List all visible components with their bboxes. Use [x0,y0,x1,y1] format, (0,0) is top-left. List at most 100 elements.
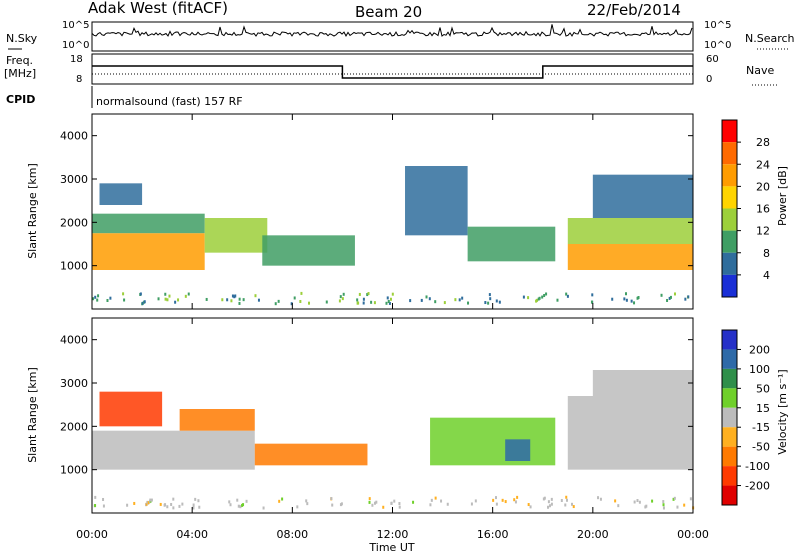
noise-pixel [389,297,392,301]
noise-pixel [393,499,396,503]
data-region-3 [254,443,368,466]
velocity-panel: 1000 2000 3000 4000 [60,317,695,514]
noise-pixel [96,298,99,302]
noise-pixel [293,296,296,300]
noise-pixel [205,297,208,301]
noise-pixel [669,295,672,299]
station-title: Adak West (fitACF) [88,0,228,17]
noise-pixel [375,500,378,504]
noise-pixel [281,497,284,501]
data-region-2 [99,183,143,205]
noise-pixel [172,506,175,510]
noise-pixel [194,497,197,501]
x-tick-label: 12:00 [377,528,409,541]
nsky-tick-bottom: 10^0 [62,40,89,51]
noise-pixel [308,301,311,305]
noise-pixel [572,505,575,509]
noise-pixel [545,292,548,296]
noise-pixel [149,498,152,502]
colorbar-tick-label: 4 [763,269,770,282]
noise-pixel [611,297,614,301]
noise-pixel [330,497,333,501]
colorbar-swatch [722,466,737,486]
noise-pixel [278,499,281,503]
noise-pixel [625,292,628,296]
y-tick-label: 1000 [60,464,88,477]
noise-pixel [614,499,617,503]
noise-pixel [362,301,365,305]
noise-pixel [630,299,633,303]
colorbar-tick-label: 100 [749,363,770,376]
noise-pixel [474,499,477,503]
noise-pixel [565,498,568,502]
nave-tick-top: 60 [706,54,719,65]
noise-pixel [633,301,636,305]
nsearch-label: N.Search [745,32,795,45]
noise-pixel [591,293,594,297]
noise-pixel [102,504,105,508]
noise-pixel [133,501,136,505]
noise-pixel [599,497,602,501]
noise-pixel [565,292,568,296]
noise-pixel [305,499,308,503]
noise-pixel [339,295,342,299]
power-ylabel: Slant Range [km] [26,163,39,259]
noise-pixel [92,297,95,301]
power-ground-noise [92,291,690,306]
y-tick-label: 2000 [60,216,88,229]
noise-pixel [358,292,361,296]
noise-pixel [143,300,146,304]
noise-pixel [672,497,675,501]
noise-pixel [123,298,126,302]
noise-pixel [254,294,257,298]
power-colorbar: 28 24 20 16 12 8 4 [721,119,770,298]
noise-pixel [498,300,501,304]
data-region-6 [567,396,693,470]
noise-pixel [683,503,686,507]
noise-pixel [443,301,446,305]
freq-label: Freq. [6,54,33,67]
freq-tick-top: 18 [70,54,83,65]
noise-pixel [277,299,280,303]
noise-pixel [541,295,544,299]
noise-pixel [94,504,97,508]
data-region-5 [405,166,468,236]
noise-pixel [529,505,532,509]
noise-pixel [668,296,671,300]
noise-pixel [197,499,200,503]
colorbar-swatch [722,446,737,467]
y-tick-label: 1000 [60,260,88,273]
colorbar-frame [721,329,738,506]
noise-pixel [387,300,390,304]
nave-label: Nave [746,64,774,77]
noise-pixel [412,500,415,504]
noise-pixel [597,496,600,500]
noise-pixel [192,506,195,510]
colorbar-tick-label: 28 [756,136,770,149]
freq-trace [92,65,693,79]
noise-pixel [342,292,345,296]
noise-pixel [645,504,648,508]
y-tick-label: 4000 [60,334,88,347]
noise-pixel [242,503,245,507]
nsky-trace [91,24,693,37]
colorbar-tick-label: -100 [745,460,770,473]
noise-pixel [494,496,497,500]
freq-panel-frame [91,53,694,85]
noise-pixel [296,505,299,509]
noise-pixel [467,301,470,305]
noise-pixel [398,502,401,506]
noise-pixel [673,292,676,296]
noise-pixel [489,297,492,301]
noise-pixel [429,503,432,507]
noise-pixel [325,300,328,304]
noise-pixel [420,298,423,302]
noise-pixel [673,496,676,500]
noise-pixel [231,294,234,298]
noise-pixel [374,501,377,505]
noise-pixel [565,495,568,499]
noise-pixel [662,503,665,507]
noise-pixel [527,503,530,507]
y-tick-label: 4000 [60,130,88,143]
noise-pixel [548,504,551,508]
